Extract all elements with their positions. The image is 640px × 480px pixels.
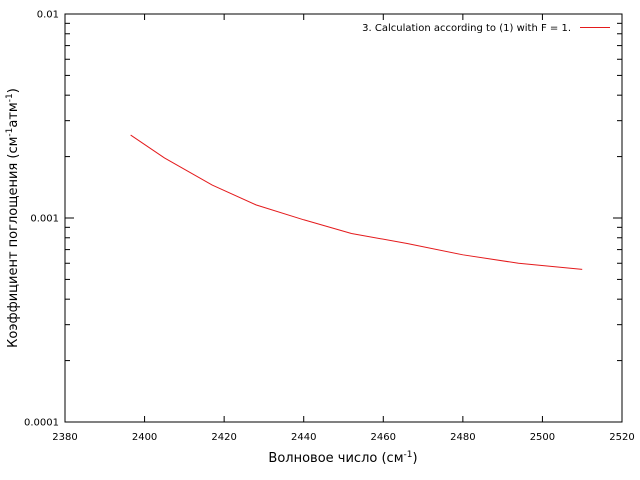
series-layer	[130, 134, 583, 270]
series-line-1	[130, 134, 583, 270]
legend-label: 3. Calculation according to (1) with F =…	[362, 23, 571, 34]
x-tick-label: 2400	[132, 432, 157, 443]
x-axis-ticks: 2380 2400 2420 2440 2460 2480 2500 2520	[52, 14, 635, 443]
y-axis-label: Коэффициент поглощения (см-1атм-1)	[5, 88, 21, 348]
x-tick-label: 2380	[52, 432, 77, 443]
plot-frame	[64, 13, 623, 423]
y-axis-ticks: 0.0001 0.001 0.01	[24, 10, 622, 429]
x-axis-label: Волновое число (см-1)	[268, 450, 417, 466]
x-tick-label: 2440	[291, 432, 316, 443]
x-tick-label: 2480	[450, 432, 475, 443]
legend: 3. Calculation according to (1) with F =…	[362, 23, 610, 34]
x-tick-label: 2460	[371, 432, 396, 443]
x-tick-label: 2520	[609, 432, 634, 443]
y-tick-label: 0.0001	[24, 418, 59, 429]
y-tick-label: 0.01	[37, 10, 59, 21]
x-tick-label: 2420	[211, 432, 236, 443]
y-tick-label: 0.001	[30, 214, 59, 225]
x-tick-label: 2500	[530, 432, 555, 443]
